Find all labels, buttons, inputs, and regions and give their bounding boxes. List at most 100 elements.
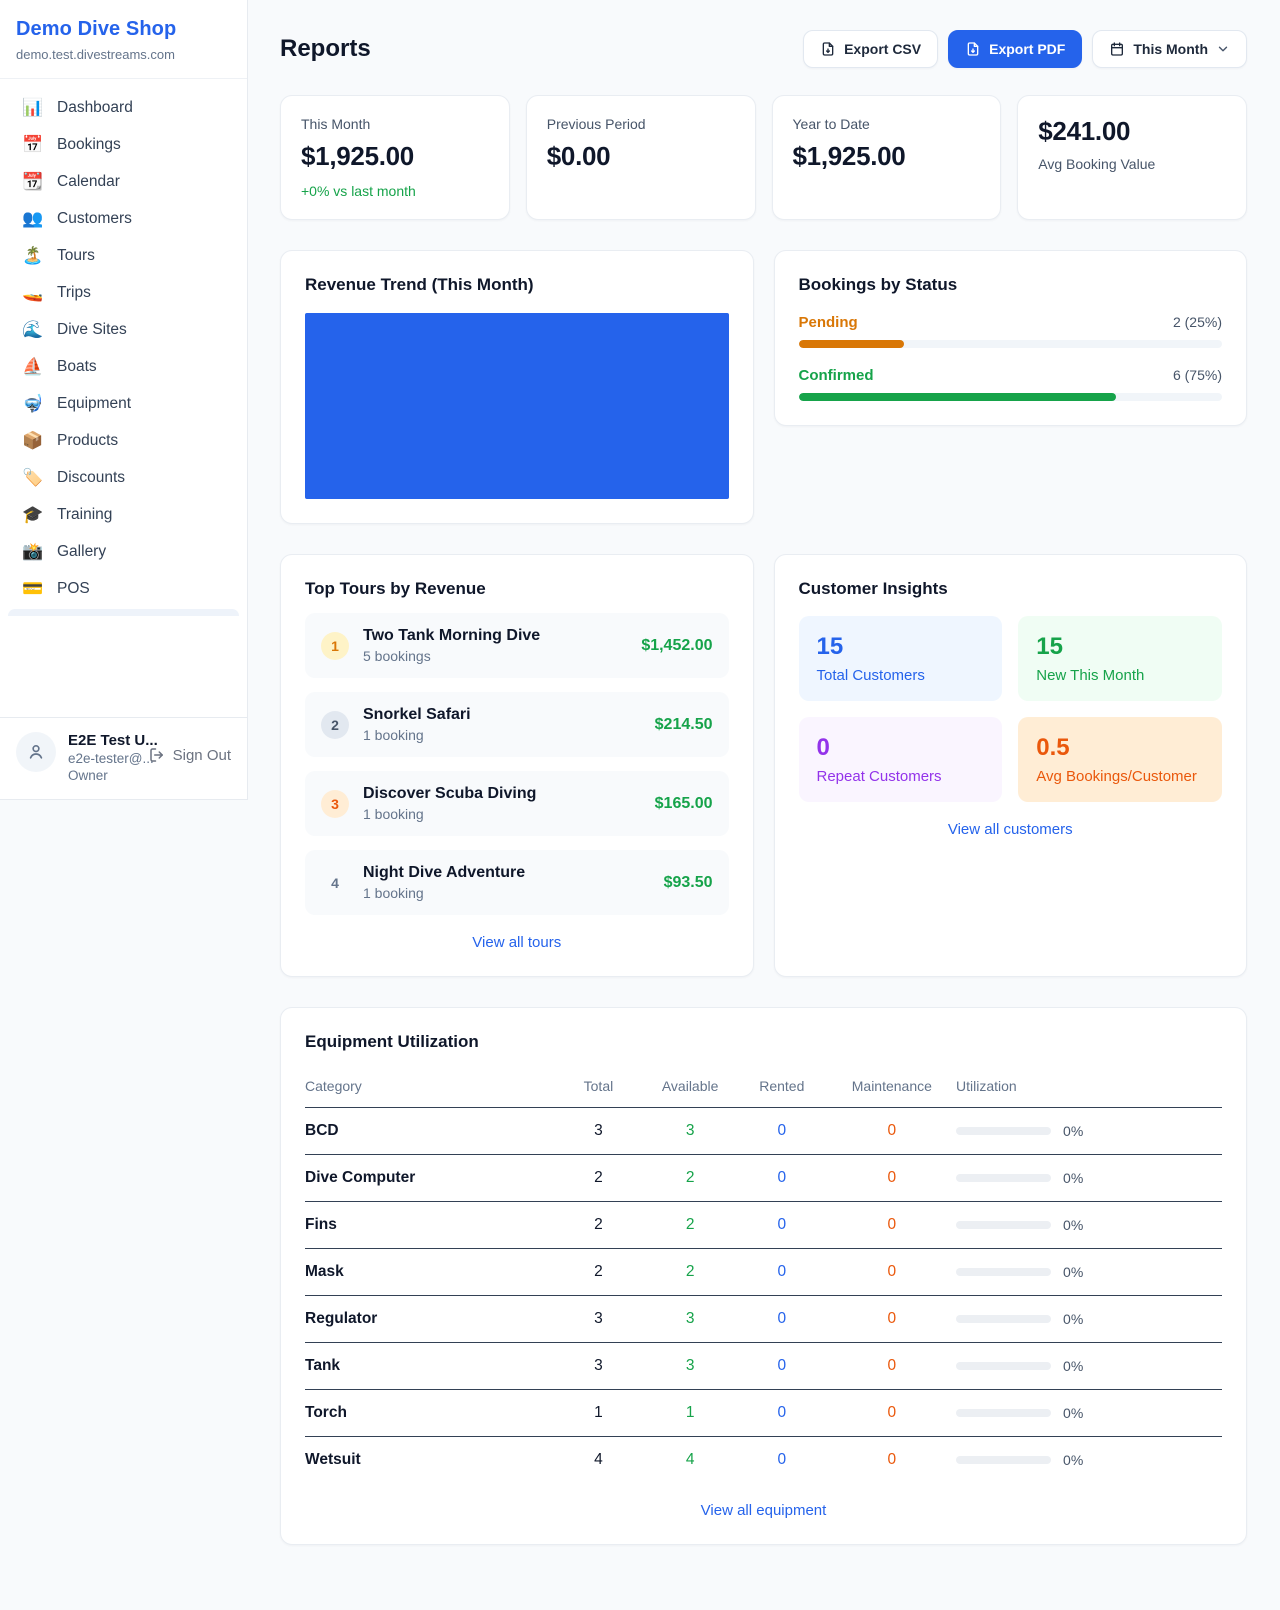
stat-value: $241.00 xyxy=(1038,116,1131,146)
file-icon xyxy=(822,42,834,56)
sidebar-item-label: Gallery xyxy=(57,543,107,560)
tour-revenue: $165.00 xyxy=(654,794,713,812)
progress-track xyxy=(798,393,1222,401)
sidebar-item-label: Customers xyxy=(57,210,132,227)
tour-revenue: $1,452.00 xyxy=(641,636,713,654)
dashboard-icon: 📊 xyxy=(22,97,44,118)
equipment-total: 3 xyxy=(552,1107,645,1155)
status-label: Confirmed xyxy=(798,367,874,384)
sidebar-item-gallery[interactable]: 📸 Gallery xyxy=(8,534,239,570)
sidebar-item-label: Dive Sites xyxy=(57,321,127,338)
stat-label: Avg Booking Value xyxy=(1038,156,1156,172)
camera-icon: 📸 xyxy=(22,541,44,562)
sidebar-item-label: Discounts xyxy=(57,469,126,486)
diving-mask-icon: 🤿 xyxy=(22,393,44,414)
view-all-equipment-link[interactable]: View all equipment xyxy=(700,1502,827,1519)
tag-icon: 🏷️ xyxy=(22,467,44,488)
export-csv-button[interactable]: Export CSV xyxy=(803,30,939,68)
column-header: Total xyxy=(552,1066,645,1108)
equipment-maintenance: 0 xyxy=(887,1451,897,1468)
equipment-maintenance: 0 xyxy=(827,1342,957,1390)
sidebar-item-dashboard[interactable]: 📊 Dashboard xyxy=(8,90,239,126)
sidebar-item-customers[interactable]: 👥 Customers xyxy=(8,201,239,237)
page-header: Reports Export CSV Export PDF This Month xyxy=(280,30,1247,68)
credit-card-icon: 💳 xyxy=(22,578,44,599)
tour-revenue: $93.50 xyxy=(663,873,713,891)
bookings-by-status-card: Bookings by Status Pending 2 (25%) Confi… xyxy=(773,250,1247,426)
top-tours-card: Top Tours by Revenue 1 Two Tank Morning … xyxy=(280,554,754,977)
chevron-down-icon xyxy=(1218,46,1228,52)
sign-out-button[interactable]: Sign Out xyxy=(148,746,231,764)
sidebar-item-pos[interactable]: 💳 POS xyxy=(8,571,239,607)
insight-label: Total Customers xyxy=(816,667,925,684)
status-count: 6 (75%) xyxy=(1172,367,1222,383)
status-row-pending: Pending 2 (25%) xyxy=(798,314,1222,348)
customers-icon: 👥 xyxy=(22,208,44,229)
sidebar-item-label: Tours xyxy=(57,247,95,264)
equipment-total: 3 xyxy=(552,1342,645,1390)
tour-bookings: 1 booking xyxy=(363,885,424,901)
sidebar-item-equipment[interactable]: 🤿 Equipment xyxy=(8,386,239,422)
table-header-row: Category Total Available Rented Maintena… xyxy=(305,1066,1222,1108)
status-label: Pending xyxy=(798,314,858,331)
top-tours-title: Top Tours by Revenue xyxy=(305,579,486,598)
equipment-available: 4 xyxy=(685,1451,695,1468)
table-row: Wetsuit 4 4 0 0 0% xyxy=(305,1437,1222,1484)
rank-badge: 4 xyxy=(331,874,339,891)
equipment-maintenance: 0 xyxy=(827,1389,957,1437)
sidebar-item-trips[interactable]: 🚤 Trips xyxy=(8,275,239,311)
equipment-rented: 0 xyxy=(735,1107,828,1155)
export-pdf-button[interactable]: Export PDF xyxy=(948,30,1083,68)
utilization-percent: 0% xyxy=(1063,1405,1084,1421)
utilization-bar xyxy=(956,1127,1052,1135)
tour-row: 3 Discover Scuba Diving 1 booking $165.0… xyxy=(305,771,729,836)
sidebar-header: Demo Dive Shop demo.test.divestreams.com xyxy=(0,0,247,79)
view-all-customers-link[interactable]: View all customers xyxy=(947,821,1073,838)
table-row: Dive Computer 2 2 0 0 0% xyxy=(305,1154,1222,1202)
equipment-available: 3 xyxy=(644,1295,736,1343)
equipment-total: 4 xyxy=(594,1451,603,1468)
stat-label: Previous Period xyxy=(546,116,646,132)
stat-label: This Month xyxy=(301,116,371,132)
utilization-bar xyxy=(956,1268,1052,1276)
sidebar-item-dive-sites[interactable]: 🌊 Dive Sites xyxy=(8,312,239,348)
sidebar-item-label: Bookings xyxy=(57,136,121,153)
view-all-tours-link[interactable]: View all tours xyxy=(472,934,562,951)
island-icon: 🏝️ xyxy=(22,245,44,266)
insight-label: Repeat Customers xyxy=(816,768,942,785)
equipment-rented: 0 xyxy=(735,1154,828,1202)
sidebar-item-boats[interactable]: ⛵ Boats xyxy=(8,349,239,385)
equipment-available: 3 xyxy=(644,1107,736,1155)
equipment-utilization-title: Equipment Utilization xyxy=(305,1032,479,1051)
sidebar-item-discounts[interactable]: 🏷️ Discounts xyxy=(8,460,239,496)
sidebar-item-bookings[interactable]: 📅 Bookings xyxy=(8,127,239,163)
file-icon xyxy=(967,42,979,56)
equipment-available: 2 xyxy=(644,1248,736,1296)
tour-name: Discover Scuba Diving xyxy=(363,785,537,802)
sidebar-item-products[interactable]: 📦 Products xyxy=(8,423,239,459)
main-content: Reports Export CSV Export PDF This Month xyxy=(248,0,1280,1585)
sidebar-item-calendar[interactable]: 📆 Calendar xyxy=(8,164,239,200)
sidebar-item-label: Trips xyxy=(57,284,91,301)
equipment-rented: 0 xyxy=(735,1389,828,1437)
utilization-percent: 0% xyxy=(1063,1452,1084,1468)
equipment-utilization-card: Equipment Utilization Category Total Ava… xyxy=(280,1007,1247,1545)
speedboat-icon: 🚤 xyxy=(22,282,44,303)
shop-name: Demo Dive Shop xyxy=(16,18,177,40)
equipment-category: Wetsuit xyxy=(305,1451,361,1468)
sidebar-item-training[interactable]: 🎓 Training xyxy=(8,497,239,533)
insight-value: 15 xyxy=(816,633,844,660)
sidebar-item-tours[interactable]: 🏝️ Tours xyxy=(8,238,239,274)
utilization-percent: 0% xyxy=(1063,1264,1084,1280)
insight-label: Avg Bookings/Customer xyxy=(1036,768,1197,785)
stat-card-year-to-date: Year to Date $1,925.00 xyxy=(771,95,1002,220)
bookings-calendar-icon: 📅 xyxy=(22,134,44,155)
sailboat-icon: ⛵ xyxy=(22,356,44,377)
customer-insights-title: Customer Insights xyxy=(798,579,948,598)
equipment-table: Category Total Available Rented Maintena… xyxy=(305,1066,1222,1483)
status-count: 2 (25%) xyxy=(1172,314,1222,330)
equipment-rented: 0 xyxy=(735,1342,828,1390)
stat-cards: This Month $1,925.00 +0% vs last month P… xyxy=(280,95,1247,220)
utilization-percent: 0% xyxy=(1063,1170,1084,1186)
period-select[interactable]: This Month xyxy=(1092,30,1247,68)
